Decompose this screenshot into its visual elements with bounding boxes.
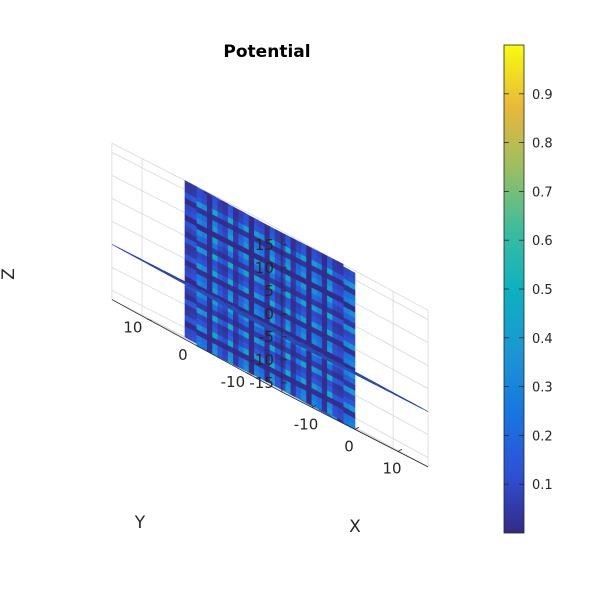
x-axis-label: X xyxy=(349,517,361,537)
colorbar-tick-label: 0.2 xyxy=(532,429,553,444)
x-tick-label: 10 xyxy=(382,459,401,477)
colorbar-ticks: 0.1 0.2 0.3 0.4 0.5 0.6 0.7 0.8 0.9 xyxy=(504,88,553,493)
z-axis-label: Z xyxy=(0,268,19,280)
y-axis-label: Y xyxy=(134,513,146,533)
z-tick-label: -15 xyxy=(249,374,274,392)
colorbar-tick-label: 0.3 xyxy=(532,381,553,396)
colorbar-tick-label: 0.9 xyxy=(532,88,553,103)
slice-z-plane xyxy=(111,244,429,412)
z-tick-label: -5 xyxy=(259,328,274,346)
z-tick-label: 15 xyxy=(255,236,274,254)
z-tick-label: 0 xyxy=(264,305,274,323)
colorbar-tick-label: 0.1 xyxy=(532,478,553,493)
colorbar-tick-label: 0.7 xyxy=(532,185,553,200)
z-tick-label: 10 xyxy=(255,259,274,277)
colorbar-tick-label: 0.8 xyxy=(532,137,553,152)
x-tick-label: 0 xyxy=(344,437,354,455)
slice-planes xyxy=(111,180,429,430)
y-tick-label: 0 xyxy=(178,346,188,364)
y-tick-label: -10 xyxy=(221,373,246,391)
z-tick-label: -10 xyxy=(249,351,274,369)
y-tick-label: 10 xyxy=(123,319,142,337)
colorbar-tick-label: 0.6 xyxy=(532,234,553,249)
z-tick-label: 5 xyxy=(264,282,274,300)
colorbar-tick-label: 0.4 xyxy=(532,332,553,347)
x-tick-label: -10 xyxy=(294,415,319,433)
chart-title: Potential xyxy=(223,42,310,62)
colorbar-tick-label: 0.5 xyxy=(532,283,553,298)
